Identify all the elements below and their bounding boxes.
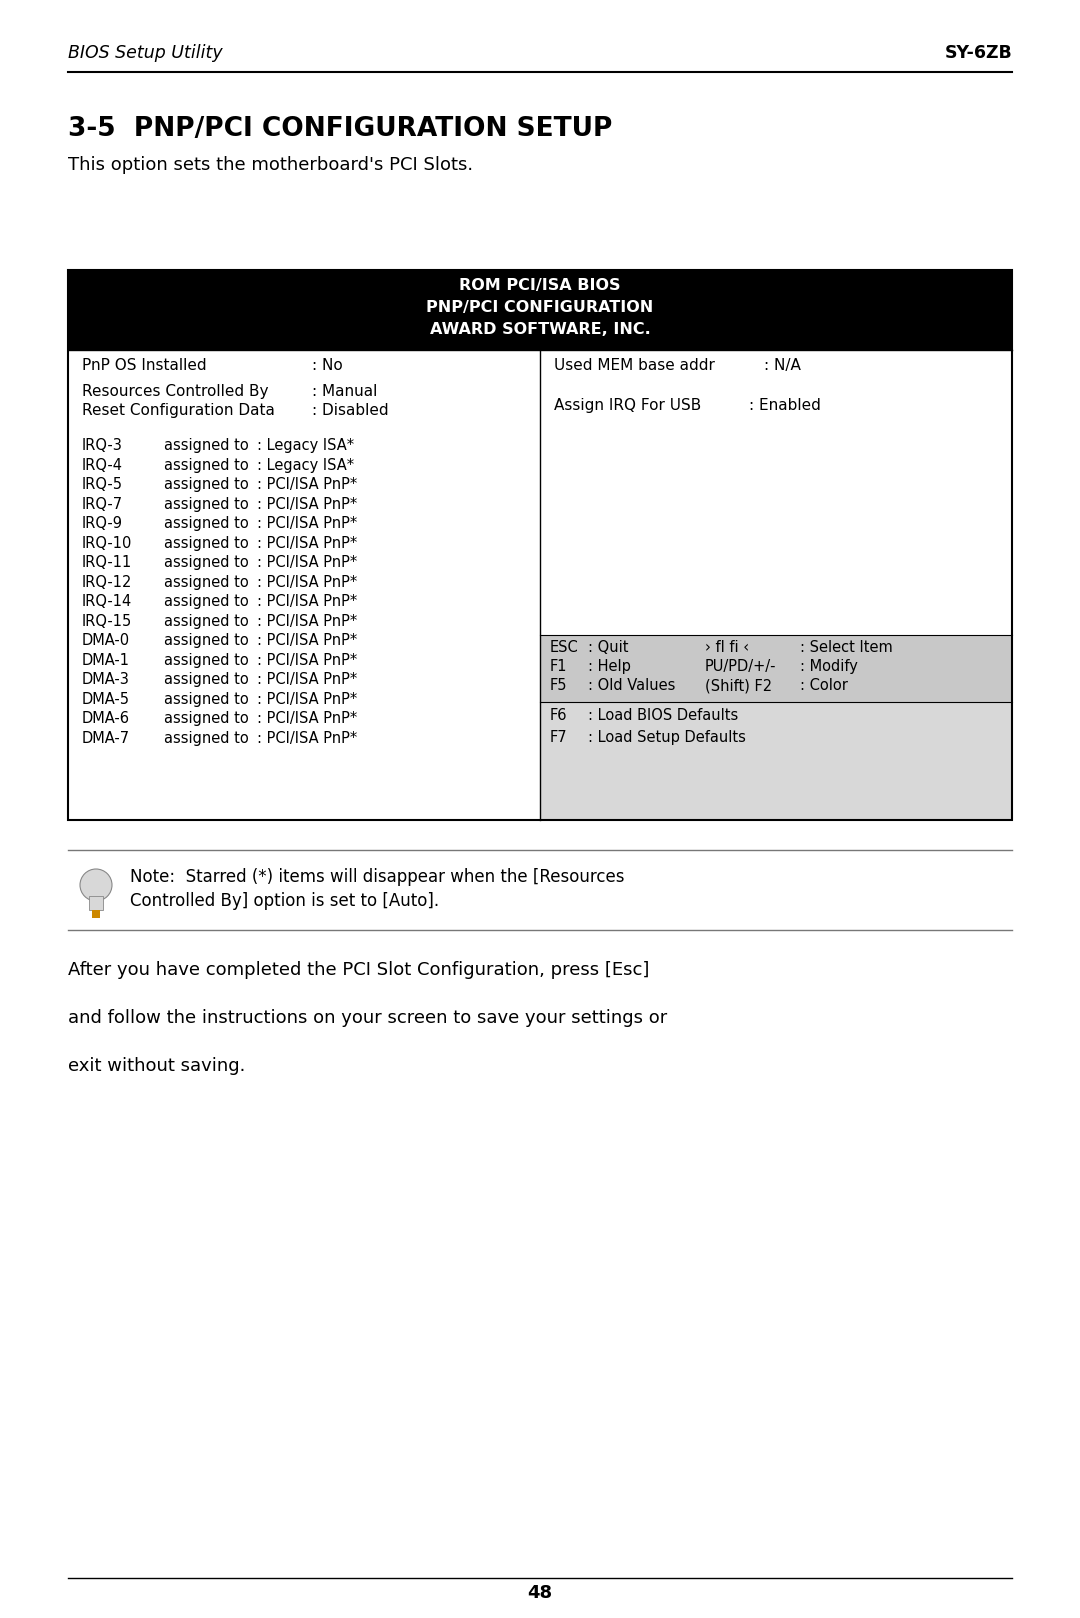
Text: : Help: : Help [588, 659, 631, 675]
Text: DMA-1: DMA-1 [82, 652, 130, 668]
Text: IRQ-14: IRQ-14 [82, 594, 132, 608]
Text: IRQ-9: IRQ-9 [82, 516, 123, 531]
Text: assigned to: assigned to [164, 516, 248, 531]
Text: assigned to: assigned to [164, 671, 248, 688]
Text: DMA-0: DMA-0 [82, 633, 130, 647]
Text: : N/A: : N/A [764, 358, 801, 374]
Text: Reset Configuration Data: Reset Configuration Data [82, 403, 275, 417]
Text: : PCI/ISA PnP*: : PCI/ISA PnP* [257, 574, 357, 589]
Text: : Legacy ISA*: : Legacy ISA* [257, 438, 354, 453]
Text: IRQ-15: IRQ-15 [82, 613, 132, 628]
Text: Note:  Starred (*) items will disappear when the [Resources: Note: Starred (*) items will disappear w… [130, 867, 624, 887]
Text: : PCI/ISA PnP*: : PCI/ISA PnP* [257, 613, 357, 628]
FancyBboxPatch shape [541, 636, 1011, 702]
Text: assigned to: assigned to [164, 477, 248, 492]
Text: › fl fi ‹: › fl fi ‹ [705, 641, 750, 655]
Text: F6: F6 [550, 709, 567, 723]
Text: : Manual: : Manual [312, 383, 377, 400]
Text: assigned to: assigned to [164, 555, 248, 570]
Text: assigned to: assigned to [164, 497, 248, 511]
Text: : PCI/ISA PnP*: : PCI/ISA PnP* [257, 477, 357, 492]
Text: assigned to: assigned to [164, 652, 248, 668]
Text: SY-6ZB: SY-6ZB [944, 44, 1012, 61]
Text: exit without saving.: exit without saving. [68, 1057, 245, 1074]
Text: : Legacy ISA*: : Legacy ISA* [257, 458, 354, 472]
Text: PNP/PCI CONFIGURATION: PNP/PCI CONFIGURATION [427, 299, 653, 316]
Text: DMA-3: DMA-3 [82, 671, 130, 688]
Text: PnP OS Installed: PnP OS Installed [82, 358, 206, 374]
Text: IRQ-7: IRQ-7 [82, 497, 123, 511]
FancyBboxPatch shape [92, 909, 100, 917]
Text: : Old Values: : Old Values [588, 678, 675, 693]
Text: : PCI/ISA PnP*: : PCI/ISA PnP* [257, 516, 357, 531]
Text: : Disabled: : Disabled [312, 403, 389, 417]
Text: assigned to: assigned to [164, 691, 248, 707]
Text: and follow the instructions on your screen to save your settings or: and follow the instructions on your scre… [68, 1010, 667, 1027]
Text: assigned to: assigned to [164, 594, 248, 608]
Text: DMA-6: DMA-6 [82, 710, 130, 726]
Text: DMA-5: DMA-5 [82, 691, 130, 707]
Text: ROM PCI/ISA BIOS: ROM PCI/ISA BIOS [459, 278, 621, 293]
Text: : Enabled: : Enabled [750, 398, 821, 413]
Text: This option sets the motherboard's PCI Slots.: This option sets the motherboard's PCI S… [68, 155, 473, 175]
Text: : PCI/ISA PnP*: : PCI/ISA PnP* [257, 497, 357, 511]
Text: assigned to: assigned to [164, 730, 248, 746]
Text: IRQ-11: IRQ-11 [82, 555, 132, 570]
Text: : PCI/ISA PnP*: : PCI/ISA PnP* [257, 710, 357, 726]
Text: Controlled By] option is set to [Auto].: Controlled By] option is set to [Auto]. [130, 892, 440, 909]
Text: : PCI/ISA PnP*: : PCI/ISA PnP* [257, 594, 357, 608]
Text: : PCI/ISA PnP*: : PCI/ISA PnP* [257, 730, 357, 746]
Text: IRQ-3: IRQ-3 [82, 438, 123, 453]
Text: assigned to: assigned to [164, 458, 248, 472]
Text: 48: 48 [527, 1584, 553, 1602]
FancyBboxPatch shape [68, 349, 1012, 820]
Text: DMA-7: DMA-7 [82, 730, 130, 746]
Text: : PCI/ISA PnP*: : PCI/ISA PnP* [257, 652, 357, 668]
Text: ESC: ESC [550, 641, 579, 655]
Text: : PCI/ISA PnP*: : PCI/ISA PnP* [257, 633, 357, 647]
Text: assigned to: assigned to [164, 613, 248, 628]
Text: Used MEM base addr: Used MEM base addr [554, 358, 715, 374]
Text: Assign IRQ For USB: Assign IRQ For USB [554, 398, 701, 413]
Text: assigned to: assigned to [164, 574, 248, 589]
Text: IRQ-4: IRQ-4 [82, 458, 123, 472]
Text: assigned to: assigned to [164, 710, 248, 726]
Text: assigned to: assigned to [164, 438, 248, 453]
Text: F7: F7 [550, 730, 568, 746]
Text: IRQ-10: IRQ-10 [82, 536, 133, 550]
Text: PU/PD/+/-: PU/PD/+/- [705, 659, 777, 675]
Text: : PCI/ISA PnP*: : PCI/ISA PnP* [257, 536, 357, 550]
Text: : PCI/ISA PnP*: : PCI/ISA PnP* [257, 671, 357, 688]
Text: : Load Setup Defaults: : Load Setup Defaults [588, 730, 746, 746]
Text: F1: F1 [550, 659, 567, 675]
FancyBboxPatch shape [89, 896, 103, 909]
FancyBboxPatch shape [541, 702, 1011, 819]
Text: IRQ-12: IRQ-12 [82, 574, 133, 589]
Text: IRQ-5: IRQ-5 [82, 477, 123, 492]
Text: : Color: : Color [800, 678, 848, 693]
Text: BIOS Setup Utility: BIOS Setup Utility [68, 44, 222, 61]
Text: assigned to: assigned to [164, 536, 248, 550]
Text: : PCI/ISA PnP*: : PCI/ISA PnP* [257, 691, 357, 707]
Text: F5: F5 [550, 678, 567, 693]
Text: : PCI/ISA PnP*: : PCI/ISA PnP* [257, 555, 357, 570]
Text: AWARD SOFTWARE, INC.: AWARD SOFTWARE, INC. [430, 322, 650, 337]
Circle shape [80, 869, 112, 901]
Text: : No: : No [312, 358, 342, 374]
Text: : Modify: : Modify [800, 659, 858, 675]
Text: 3-5  PNP/PCI CONFIGURATION SETUP: 3-5 PNP/PCI CONFIGURATION SETUP [68, 116, 612, 142]
Text: After you have completed the PCI Slot Configuration, press [Esc]: After you have completed the PCI Slot Co… [68, 961, 649, 979]
Text: assigned to: assigned to [164, 633, 248, 647]
Text: : Select Item: : Select Item [800, 641, 893, 655]
Text: Resources Controlled By: Resources Controlled By [82, 383, 269, 400]
Text: : Load BIOS Defaults: : Load BIOS Defaults [588, 709, 739, 723]
Text: : Quit: : Quit [588, 641, 629, 655]
FancyBboxPatch shape [68, 270, 1012, 349]
Text: (Shift) F2: (Shift) F2 [705, 678, 772, 693]
